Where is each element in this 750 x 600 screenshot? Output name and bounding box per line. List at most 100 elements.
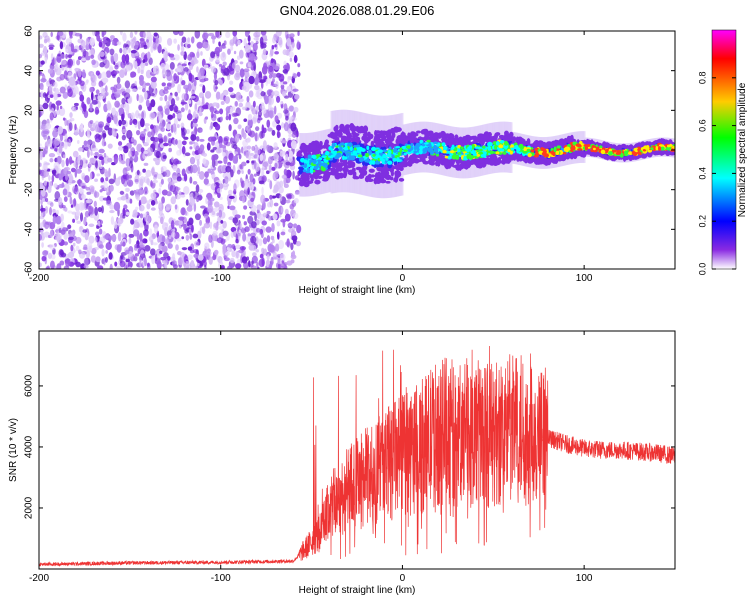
spectrogram-cell <box>167 114 174 120</box>
spectrogram-cell <box>250 204 257 213</box>
spectrogram-cell <box>101 130 107 140</box>
spectrogram-cell <box>525 140 529 145</box>
spectrogram-cell <box>61 204 66 209</box>
spectrogram-cell <box>103 141 107 147</box>
spectrogram-cell <box>73 85 79 95</box>
spectrogram-cell <box>96 34 101 42</box>
spectrogram-cell <box>121 54 127 64</box>
spectrogram-cell <box>110 216 115 225</box>
spectrogram-cell <box>180 122 185 129</box>
spectrogram-cell <box>271 222 275 233</box>
spectrogram-cell <box>562 151 567 155</box>
spectrogram-cell <box>56 54 62 63</box>
spectrogram-cell <box>111 127 115 137</box>
spectrogram-cell <box>282 68 289 74</box>
spectrogram-cell <box>136 218 143 223</box>
figure-title: GN04.2026.088.01.29.E06 <box>280 3 435 18</box>
spectrogram-cell <box>120 160 126 165</box>
spectrogram-cell <box>255 236 259 245</box>
spectrogram-cell <box>85 43 90 51</box>
spectrogram-cell <box>238 153 242 160</box>
spectrogram-cell <box>54 63 59 70</box>
spectrogram-cell <box>143 44 148 50</box>
spectrogram-cell <box>294 191 301 195</box>
spectrogram-cell <box>90 150 93 156</box>
spectrogram-cell <box>191 89 195 96</box>
spectrogram-cell <box>256 262 259 268</box>
spectrogram-cell <box>173 158 179 165</box>
spectrogram-cell <box>567 135 574 141</box>
spectrogram-cell <box>147 131 152 138</box>
spectrogram-cell <box>175 244 179 251</box>
spectrogram-cell <box>186 254 193 261</box>
spectrogram-cell <box>101 158 105 166</box>
spectrogram-cell <box>191 224 194 233</box>
spectrogram-cell <box>355 153 358 157</box>
spectrogram-cell <box>39 162 42 167</box>
spectrogram-cell <box>217 216 221 223</box>
spectrogram-cell <box>208 256 213 265</box>
spectrogram-cell <box>167 132 172 137</box>
spectrogram-cell <box>267 66 274 75</box>
spectrogram-cell <box>188 217 194 226</box>
spectrogram-cell <box>152 139 156 149</box>
spectrogram-cell <box>531 142 538 147</box>
spectrogram-cell <box>271 92 276 96</box>
spectrogram-cell <box>225 115 229 121</box>
spectrogram-cell <box>196 51 200 59</box>
spectrogram-cell <box>107 157 113 163</box>
spectrogram-cell <box>239 61 244 65</box>
spectrogram-cell <box>394 171 402 178</box>
spectrogram-cell <box>259 36 264 46</box>
spectrogram-cell <box>195 184 200 193</box>
spectrogram-cell <box>55 209 59 215</box>
spectrogram-cell <box>101 71 107 81</box>
spectrogram-cell <box>236 169 241 175</box>
spectrogram-cell <box>437 148 442 152</box>
spectrogram-cell <box>228 124 232 132</box>
spectrogram-cell <box>121 97 126 105</box>
spectrogram-cell <box>142 168 146 173</box>
spectrogram-cell <box>137 188 144 195</box>
spectrogram-cell <box>259 79 266 83</box>
spectrogram-cell <box>72 218 76 223</box>
spectrogram-cell <box>109 204 115 210</box>
spectrogram-cell <box>302 173 308 181</box>
spectrogram-cell <box>40 185 46 192</box>
spectrogram-cell <box>202 41 209 49</box>
spectrogram-cell <box>428 161 434 166</box>
spectrogram-cell <box>256 204 262 211</box>
spectrogram-cell <box>610 155 616 160</box>
spectrogram-cell <box>105 37 111 47</box>
spectrogram-cell <box>392 143 399 147</box>
spectrogram-cell <box>52 208 56 214</box>
spectrogram-cell <box>483 158 491 165</box>
spectrogram-cell <box>202 158 207 165</box>
spectrogram-cell <box>93 74 97 83</box>
spectrogram-cell <box>257 31 261 36</box>
spectrogram-cell <box>40 90 44 99</box>
spectrogram-cell <box>97 265 104 269</box>
spectrogram-cell <box>116 83 122 90</box>
spectrogram-cell <box>75 236 82 244</box>
spectrogram-cell <box>200 51 203 56</box>
spectrogram-cell <box>270 156 274 162</box>
spectrogram-cell <box>179 147 182 154</box>
spectrogram-cell <box>260 91 266 97</box>
spectrogram-cell <box>115 89 122 95</box>
spectrogram-cell <box>177 257 184 266</box>
spectrogram-cell <box>90 54 95 59</box>
spectrogram-cell <box>88 185 95 192</box>
spectrogram-cell <box>58 107 66 116</box>
spectrogram-cell <box>456 159 460 166</box>
spectrogram-cell <box>55 67 62 76</box>
spectrogram-cell <box>58 31 64 37</box>
spectrogram-cell <box>294 94 300 100</box>
spectrogram-cell <box>264 95 269 105</box>
spectrogram-cell <box>133 120 138 126</box>
spectrogram-cell <box>229 205 236 211</box>
spectrogram-cell <box>167 177 172 183</box>
spectrogram-cell <box>39 35 43 40</box>
spectrogram-cell <box>187 83 192 92</box>
spectrogram-cell <box>208 32 215 37</box>
